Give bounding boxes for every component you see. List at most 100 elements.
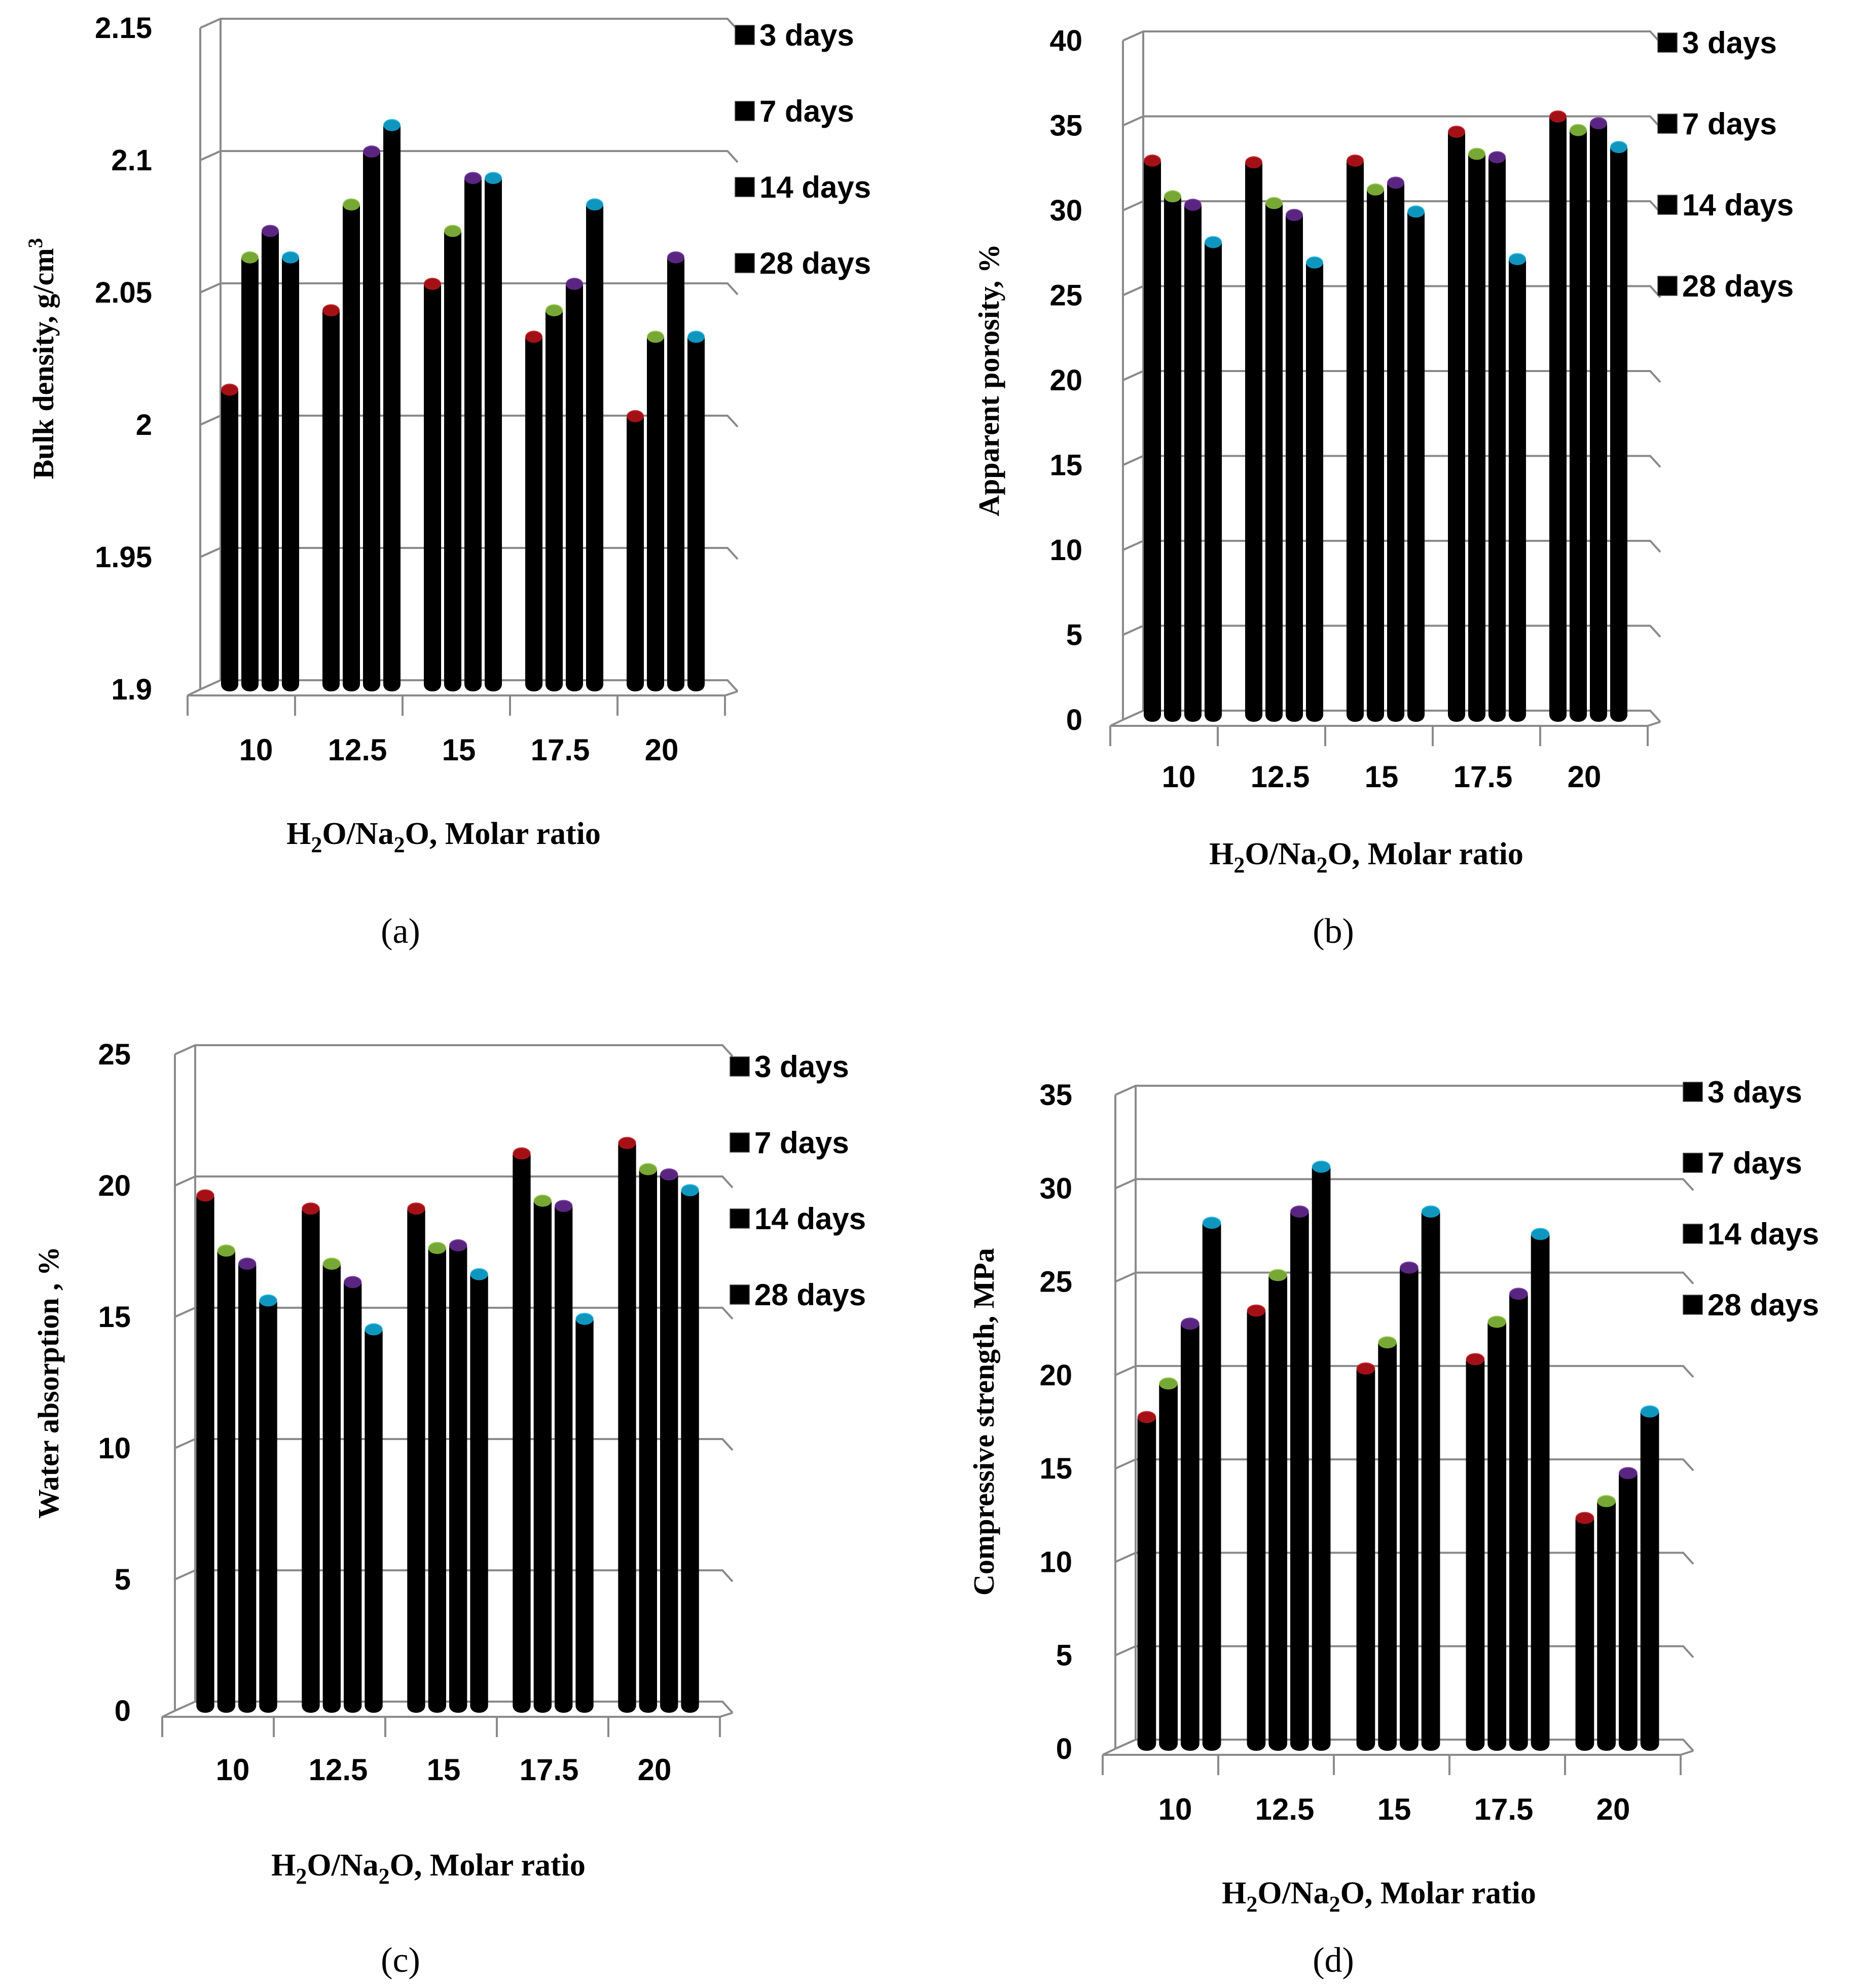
- y-tick-label: 25: [1039, 1266, 1072, 1299]
- bar: [1265, 197, 1283, 722]
- bar: [533, 1194, 552, 1713]
- x-tick-label: 17.5: [531, 733, 590, 767]
- bar: [1640, 1405, 1659, 1751]
- bar: [681, 1184, 699, 1713]
- bar: [1378, 1336, 1397, 1751]
- bar: [1570, 124, 1587, 722]
- bar: [444, 225, 461, 691]
- panel-b-x-tick-labels: 10 12.5 15 17.5 20: [1162, 760, 1602, 794]
- legend-swatch: [1683, 1295, 1703, 1315]
- bar: [1137, 1411, 1156, 1751]
- bar: [1306, 256, 1323, 722]
- x-tick-label: 17.5: [520, 1753, 579, 1787]
- x-tick-label: 10: [1162, 760, 1196, 794]
- bar: [1144, 154, 1161, 722]
- bar: [1509, 253, 1526, 722]
- panel-c-x-axis-label: H2O/Na2O, Molar ratio: [271, 1848, 586, 1889]
- y-tick-label: 1.95: [95, 541, 152, 574]
- panel-b-y-tick-labels: 0 5 10 15 20 25 30 35 40: [1049, 24, 1082, 737]
- gridline: [1115, 1178, 1694, 1191]
- bar: [1181, 1317, 1200, 1751]
- bar: [1247, 1304, 1266, 1751]
- bar: [660, 1168, 678, 1713]
- panel-d-axes: [1102, 1086, 1694, 1775]
- legend-label: 7 days: [1707, 1146, 1802, 1180]
- panel-b-legend: 3 days 7 days 14 days 28 days: [1657, 26, 1794, 303]
- bar: [407, 1202, 425, 1713]
- legend-label: 7 days: [759, 94, 854, 128]
- panel-d-compressive-strength-chart: 0 5 10 15 20 25 30 35 10 12.5 15 17.5 20 Compressiv…: [967, 1075, 1819, 1980]
- legend-label: 14 days: [1682, 188, 1794, 222]
- y-tick-label: 0: [1056, 1733, 1072, 1765]
- y-tick-label: 40: [1049, 24, 1082, 57]
- legend-label: 28 days: [754, 1278, 866, 1312]
- x-tick-label: 10: [239, 733, 273, 767]
- bar: [282, 251, 299, 691]
- bar: [1245, 156, 1262, 722]
- bar: [428, 1241, 446, 1713]
- legend-item: 7 days: [1683, 1146, 1802, 1180]
- legend-label: 7 days: [1682, 107, 1777, 141]
- bar: [322, 304, 340, 691]
- legend-item: 3 days: [1683, 1075, 1802, 1109]
- panel-b-axes: [1109, 31, 1661, 746]
- panel-a-y-axis-label: Bulk density, g/cm3: [24, 238, 60, 479]
- bar: [1164, 190, 1181, 722]
- y-tick-label: 20: [98, 1169, 131, 1202]
- bar: [1448, 125, 1465, 722]
- bar: [344, 1276, 362, 1713]
- bar: [627, 410, 644, 691]
- x-tick-label: 20: [645, 733, 679, 767]
- bar: [196, 1189, 214, 1713]
- bar: [546, 304, 563, 691]
- bar: [1159, 1377, 1178, 1751]
- legend-label: 14 days: [1707, 1217, 1819, 1251]
- y-tick-label: 20: [1039, 1359, 1072, 1392]
- x-tick-label: 15: [427, 1753, 461, 1787]
- panel-b-bars: [1144, 110, 1627, 722]
- legend-label: 7 days: [754, 1126, 849, 1160]
- bar: [241, 251, 259, 691]
- bar: [1466, 1353, 1485, 1751]
- panel-a-label: (a): [381, 912, 420, 951]
- panel-b-y-axis-label: Apparent porosity, %: [972, 244, 1005, 517]
- legend-swatch: [1657, 114, 1678, 134]
- legend-swatch: [735, 25, 755, 45]
- gridline: [174, 1175, 734, 1189]
- legend-swatch: [735, 253, 755, 273]
- bar: [1347, 154, 1364, 722]
- x-tick-label: 12.5: [309, 1753, 368, 1787]
- panel-d-y-axis-label: Compressive strength, MPa: [967, 1248, 1000, 1596]
- legend-item: 7 days: [730, 1126, 849, 1160]
- bar: [1286, 209, 1303, 722]
- floor-line: [1110, 719, 1661, 727]
- legend-label: 3 days: [754, 1050, 849, 1084]
- y-tick-label: 5: [115, 1563, 131, 1596]
- legend-label: 28 days: [1682, 269, 1794, 303]
- legend-item: 14 days: [735, 170, 871, 204]
- bar: [1509, 1287, 1528, 1751]
- bar: [1290, 1205, 1309, 1751]
- bar: [1531, 1228, 1550, 1751]
- bar: [566, 277, 583, 691]
- y-tick-label: 1.9: [111, 673, 152, 706]
- panel-b-label: (b): [1313, 912, 1354, 951]
- y-tick-label: 10: [1039, 1545, 1072, 1578]
- x-tick-label: 12.5: [1251, 760, 1310, 794]
- bar: [238, 1258, 257, 1713]
- legend-swatch: [1683, 1082, 1703, 1102]
- legend-label: 3 days: [759, 18, 854, 52]
- legend-swatch: [735, 177, 755, 197]
- floor-line: [1102, 1748, 1694, 1756]
- legend-label: 3 days: [1707, 1075, 1802, 1109]
- bar: [464, 172, 482, 692]
- y-tick-label: 10: [98, 1432, 131, 1465]
- bar: [424, 277, 441, 691]
- bar: [639, 1163, 657, 1713]
- bar: [1205, 236, 1222, 722]
- legend-swatch: [730, 1208, 750, 1229]
- y-tick-label: 2.1: [111, 144, 152, 177]
- panel-c-legend: 3 days 7 days 14 days 28 days: [730, 1050, 866, 1312]
- x-tick-label: 12.5: [1255, 1792, 1315, 1826]
- bar: [302, 1202, 320, 1713]
